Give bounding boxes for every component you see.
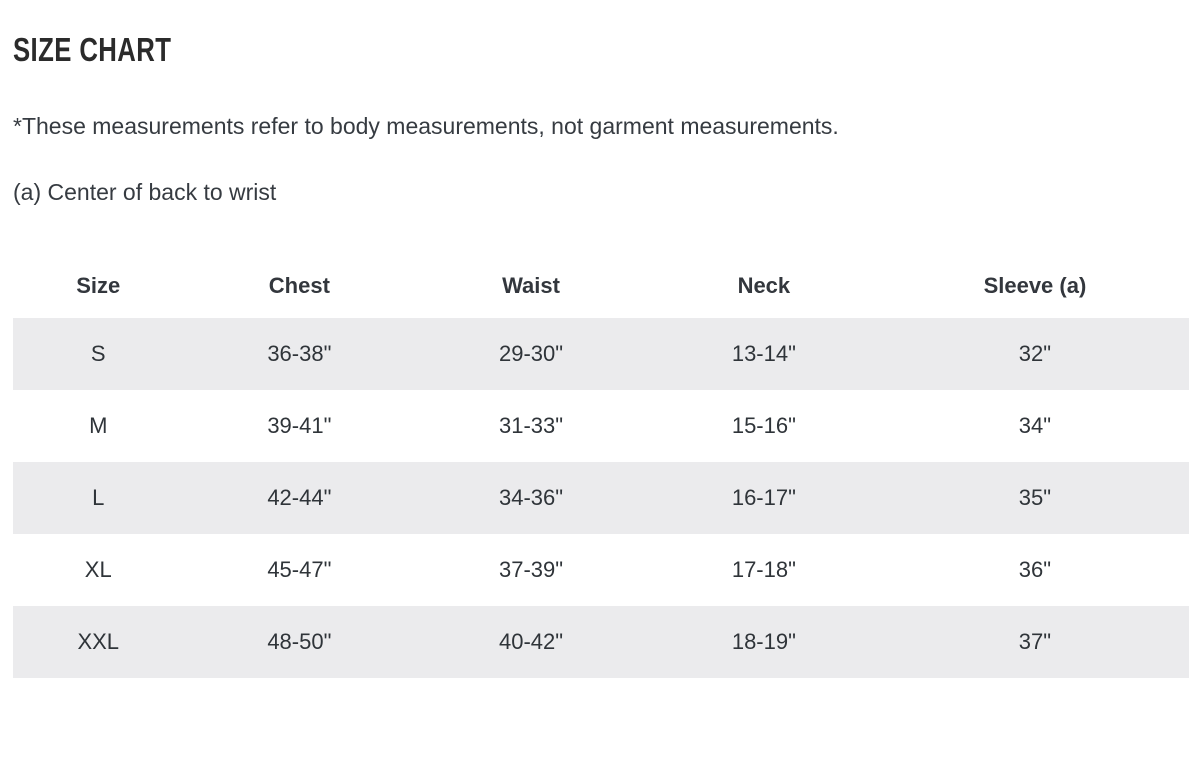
cell-size: L <box>92 485 105 510</box>
cell-neck: 18-19" <box>731 629 796 654</box>
sleeve-note: (a) Center of back to wrist <box>13 179 277 205</box>
column-header-neck: Neck <box>737 273 791 298</box>
cell-size: XXL <box>77 629 120 654</box>
cell-neck: 17-18" <box>731 557 796 582</box>
cell-neck: 13-14" <box>731 341 796 366</box>
cell-neck: 15-16" <box>731 413 796 438</box>
cell-chest: 42-44" <box>267 485 332 510</box>
table-body: S 36-38" 29-30" 13-14" 32" M 39-41" 31-3… <box>13 318 1189 678</box>
table-header: Size Chest Waist Neck Sleeve (a) <box>13 254 1189 318</box>
cell-waist: 40-42" <box>498 629 564 654</box>
cell-sleeve: 34" <box>1018 413 1052 438</box>
page-title: SIZE CHART <box>13 31 172 68</box>
cell-waist: 37-39" <box>498 557 564 582</box>
table-row-s: S 36-38" 29-30" 13-14" 32" <box>13 318 1189 390</box>
column-header-chest: Chest <box>268 273 330 298</box>
table-row-l: L 42-44" 34-36" 16-17" 35" <box>13 462 1189 534</box>
cell-size: S <box>90 341 106 366</box>
cell-size: M <box>89 413 108 438</box>
table-row-xxl: XXL 48-50" 40-42" 18-19" 37" <box>13 606 1189 678</box>
size-chart-table: Size Chest Waist Neck Sleeve (a) S 36-38… <box>13 254 1189 678</box>
column-header-size: Size <box>76 273 121 298</box>
cell-chest: 39-41" <box>267 413 332 438</box>
size-chart-page: SIZE CHART *These measurements refer to … <box>13 31 1189 678</box>
cell-sleeve: 36" <box>1018 557 1052 582</box>
header-row: Size Chest Waist Neck Sleeve (a) <box>13 254 1189 318</box>
column-header-waist: Waist <box>502 273 560 298</box>
cell-waist: 31-33" <box>498 413 564 438</box>
cell-neck: 16-17" <box>731 485 796 510</box>
cell-sleeve: 32" <box>1018 341 1052 366</box>
cell-chest: 48-50" <box>267 629 332 654</box>
cell-sleeve: 35" <box>1018 485 1052 510</box>
measurement-note: *These measurements refer to body measur… <box>13 113 839 139</box>
table-row-xl: XL 45-47" 37-39" 17-18" 36" <box>13 534 1189 606</box>
cell-size: XL <box>84 557 112 582</box>
cell-chest: 36-38" <box>267 341 332 366</box>
table-row-m: M 39-41" 31-33" 15-16" 34" <box>13 390 1189 462</box>
cell-waist: 29-30" <box>498 341 564 366</box>
cell-sleeve: 37" <box>1018 629 1052 654</box>
cell-chest: 45-47" <box>267 557 332 582</box>
column-header-sleeve: Sleeve (a) <box>983 273 1087 298</box>
cell-waist: 34-36" <box>498 485 564 510</box>
